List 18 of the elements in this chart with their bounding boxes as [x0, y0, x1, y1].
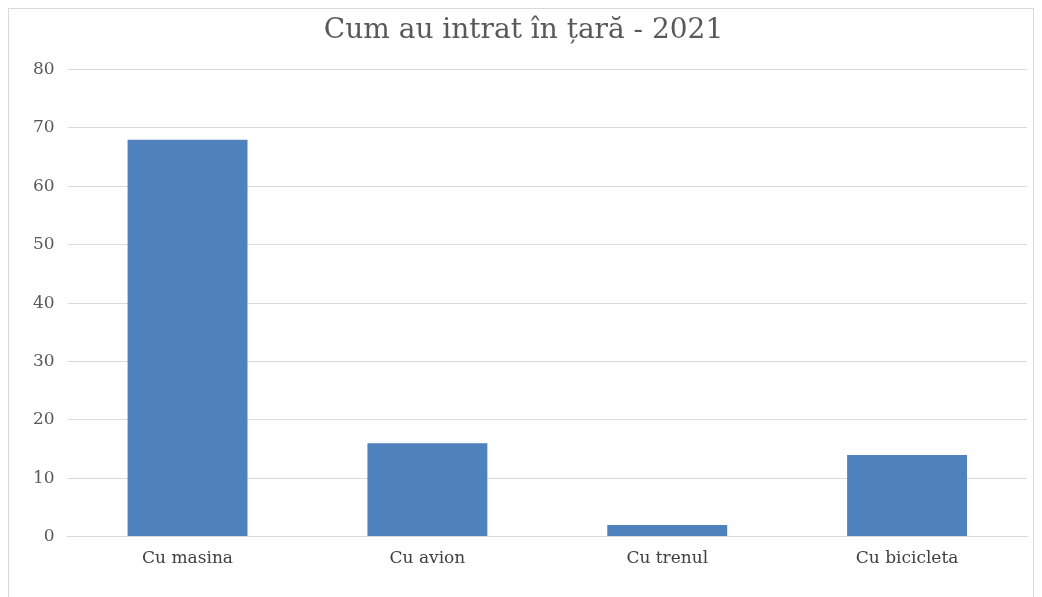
- bar: [127, 139, 248, 537]
- y-tick-label: 0: [43, 525, 55, 546]
- y-tick-label: 80: [32, 58, 55, 79]
- bar: [847, 454, 968, 537]
- bar: [607, 524, 728, 537]
- x-tick-label: Cu avion: [389, 547, 466, 568]
- y-tick-label: 20: [32, 408, 55, 429]
- y-tick-label: 40: [32, 291, 55, 312]
- bar: [367, 443, 488, 537]
- x-tick-label: Cu masina: [142, 547, 233, 568]
- x-tick-label: Cu bicicleta: [855, 547, 959, 568]
- chart-title: Cum au intrat în țară - 2021: [323, 12, 724, 46]
- y-tick-label: 50: [32, 233, 55, 254]
- y-tick-label: 10: [32, 466, 55, 487]
- y-tick-label: 60: [32, 174, 55, 195]
- y-tick-label: 70: [32, 116, 55, 137]
- y-tick-label: 30: [32, 349, 55, 370]
- x-tick-label: Cu trenul: [626, 547, 709, 568]
